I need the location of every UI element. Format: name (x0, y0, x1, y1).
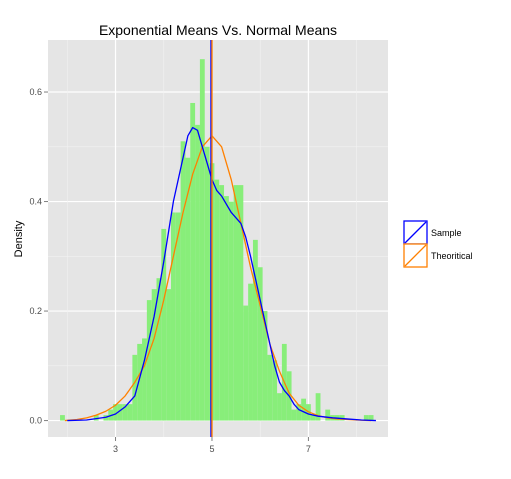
histogram-bar (170, 212, 176, 421)
y-tick-label: 0.2 (29, 306, 42, 316)
histogram-bar (257, 267, 263, 421)
histogram-bar (219, 185, 225, 421)
y-axis-label: Density (13, 220, 25, 257)
histogram-bar (166, 289, 171, 421)
histogram-bar (113, 404, 118, 421)
histogram-bar (272, 360, 278, 421)
histogram-bar (301, 398, 307, 421)
histogram-bar (180, 141, 186, 421)
histogram-bar (156, 278, 162, 421)
histogram-bar (296, 404, 302, 421)
histogram-bar (243, 305, 249, 421)
histogram-bar (224, 196, 229, 421)
legend-label-sample: Sample (431, 228, 462, 238)
histogram-bar (93, 415, 99, 421)
histogram-bar (60, 415, 65, 421)
histogram-bar (190, 102, 196, 421)
histogram-bar (146, 300, 152, 421)
histogram-bar (161, 228, 167, 421)
histogram-bar (185, 157, 191, 421)
density-line-sample (67, 126, 376, 422)
density-lines (64, 126, 376, 422)
histogram-bar (204, 146, 210, 421)
histogram-bar (262, 311, 268, 421)
y-tick-label: 0.6 (29, 87, 42, 97)
histogram (60, 59, 374, 421)
histogram-bar (277, 393, 282, 421)
legend-key-line (404, 221, 427, 244)
x-tick-label: 5 (209, 444, 214, 454)
y-tick-label: 0.4 (29, 197, 42, 207)
chart-title: Exponential Means Vs. Normal Means (99, 22, 337, 38)
y-tick-label: 0.0 (29, 416, 42, 426)
histogram-bar (315, 393, 321, 421)
histogram-bar (127, 404, 133, 421)
histogram-bar (175, 212, 181, 421)
histogram-bar (132, 354, 138, 421)
histogram-bar (248, 283, 253, 421)
histogram-bar (267, 354, 273, 421)
histogram-bar (310, 415, 316, 421)
histogram-bar (117, 404, 123, 421)
histogram-bar (122, 404, 128, 421)
legend-label-theoritical: Theoritical (431, 251, 473, 261)
histogram-bar (368, 415, 374, 421)
histogram-bar (291, 409, 297, 421)
x-tick-label: 7 (306, 444, 311, 454)
histogram-bar (252, 239, 258, 421)
histogram-bar (214, 179, 220, 421)
histogram-bar (233, 185, 239, 421)
legend: Sample Theoritical (403, 220, 473, 268)
histogram-bar (142, 338, 147, 421)
histogram-bar (199, 59, 205, 421)
legend-key-line (404, 244, 427, 267)
histogram-bar (228, 201, 234, 421)
histogram-bar (151, 289, 157, 421)
histogram-bar (363, 415, 369, 421)
density-line-theoritical (64, 135, 372, 422)
axes: 0.0 0.2 0.4 0.6 3 5 7 (29, 87, 310, 454)
histogram-bar (238, 185, 244, 421)
histogram-bar (325, 409, 331, 421)
mean-lines (210, 40, 213, 437)
x-tick-label: 3 (113, 444, 118, 454)
histogram-bar (339, 415, 345, 421)
histogram-bar (137, 343, 143, 421)
histogram-bar (195, 124, 200, 421)
